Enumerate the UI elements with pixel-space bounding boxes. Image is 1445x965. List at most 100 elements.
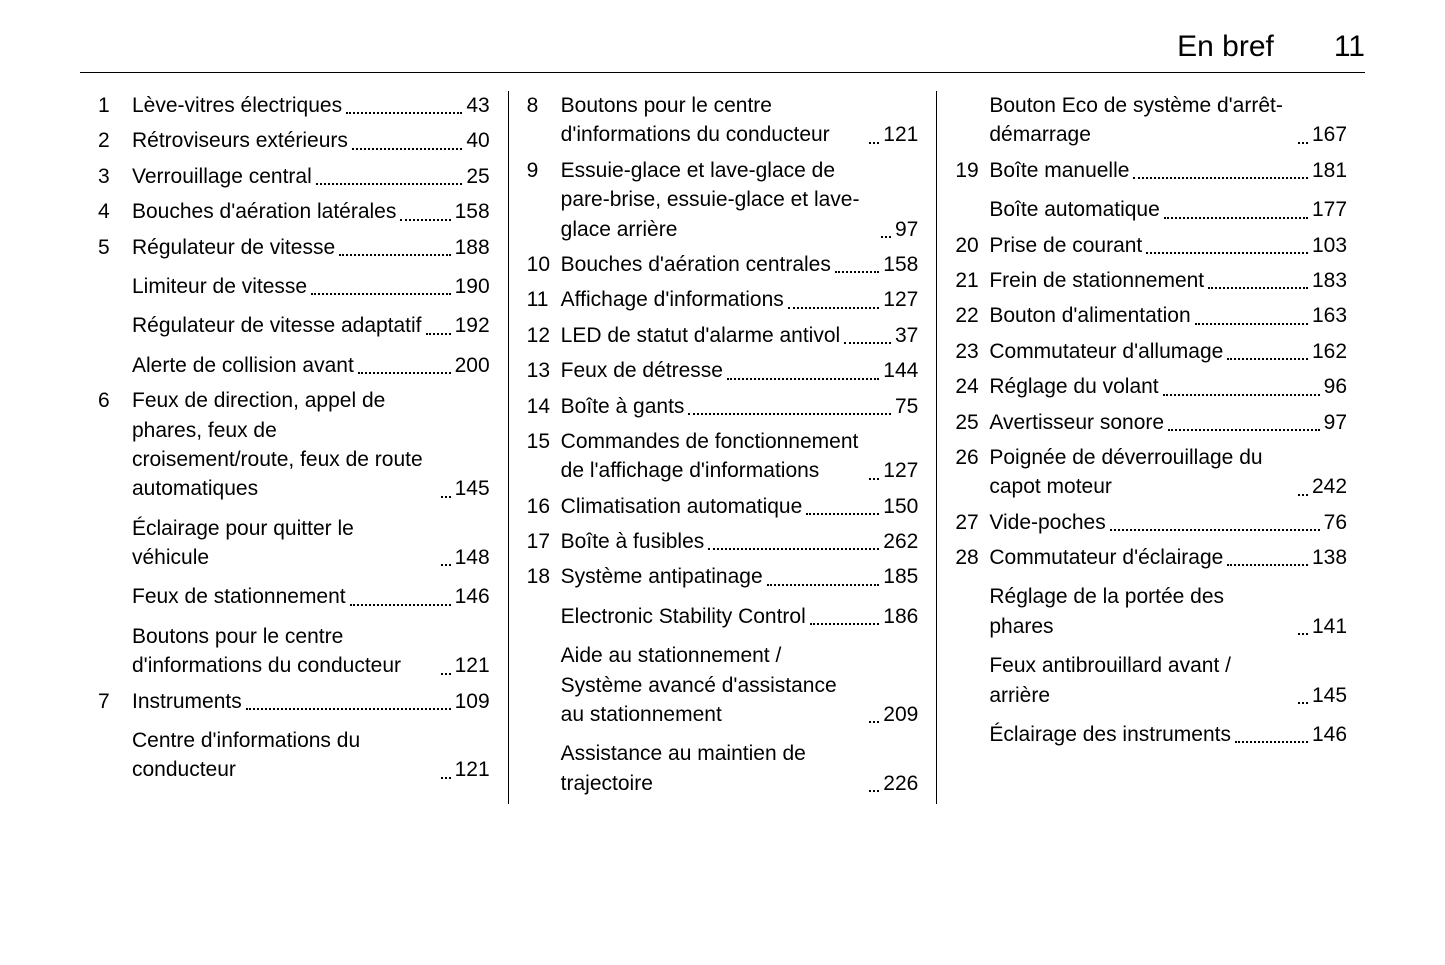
- toc-entry-line: Aide au stationnement / Système avancé d…: [561, 641, 919, 729]
- toc-entry-label: Verrouillage central: [132, 162, 312, 191]
- toc-entry-page: 127: [883, 285, 918, 314]
- toc-entry-label: Régulateur de vitesse adaptatif: [132, 311, 422, 340]
- toc-dots: [881, 236, 891, 238]
- toc-entry-number: 26: [955, 443, 989, 472]
- toc-entry-number: 2: [98, 126, 132, 155]
- toc-entry-number: 1: [98, 91, 132, 120]
- toc-entry-line: Feux antibrouillard avant / arrière145: [989, 651, 1347, 710]
- toc-entry-body: Réglage du volant96: [989, 372, 1347, 401]
- toc-dots: [1163, 394, 1320, 396]
- toc-entry-page: 37: [895, 321, 918, 350]
- toc-entry-label: Bouton d'alimentation: [989, 301, 1190, 330]
- toc-entry-page: 167: [1312, 120, 1347, 149]
- toc-entry-number: 9: [527, 156, 561, 185]
- page-header: En bref 11: [80, 30, 1365, 73]
- toc-entry-body: Essuie-glace et lave-glace de pare-brise…: [561, 156, 919, 244]
- toc-entry-page: 145: [1312, 681, 1347, 710]
- toc-entry: 13Feux de détresse144: [527, 356, 919, 385]
- toc-dots: [869, 721, 879, 723]
- toc-entry-label: Boutons pour le centre d'informations du…: [132, 622, 437, 681]
- toc-dots: [869, 142, 879, 144]
- toc-entry-page: 181: [1312, 156, 1347, 185]
- toc-entry-line: Boîte manuelle181: [989, 156, 1347, 185]
- toc-dots: [1235, 741, 1308, 743]
- toc-entry-number: 15: [527, 427, 561, 456]
- toc-entry-body: Affichage d'informations127: [561, 285, 919, 314]
- toc-entry-body: Bouton d'alimentation163: [989, 301, 1347, 330]
- toc-entry-number: 18: [527, 562, 561, 591]
- toc-entry-number: 24: [955, 372, 989, 401]
- toc-entry: 6Feux de direction, appel de phares, feu…: [98, 386, 490, 681]
- toc-entry-label: Climatisation automatique: [561, 492, 803, 521]
- toc-entry-number: 11: [527, 285, 561, 314]
- toc-entry-label: Feux de détresse: [561, 356, 723, 385]
- toc-entry-label: Limiteur de vitesse: [132, 272, 307, 301]
- toc-entry-label: Réglage de la portée des phares: [989, 582, 1294, 641]
- toc-entry-page: 109: [455, 687, 490, 716]
- toc-dots: [352, 148, 462, 150]
- toc-entry-page: 121: [455, 651, 490, 680]
- toc-dots: [869, 478, 879, 480]
- toc-entry: 25Avertisseur sonore97: [955, 408, 1347, 437]
- toc-entry: 14Boîte à gants75: [527, 392, 919, 421]
- toc-entry: 11Affichage d'informations127: [527, 285, 919, 314]
- toc-entry-page: 242: [1312, 472, 1347, 501]
- toc-entry: 7Instruments109Centre d'informations du …: [98, 687, 490, 785]
- toc-entry-body: Prise de courant103: [989, 231, 1347, 260]
- toc-entry-page: 96: [1324, 372, 1347, 401]
- toc-entry: 5Régulateur de vitesse188Limiteur de vit…: [98, 233, 490, 381]
- toc-entry-page: 162: [1312, 337, 1347, 366]
- toc-entry-page: 76: [1324, 508, 1347, 537]
- toc-entry-page: 144: [883, 356, 918, 385]
- toc-entry-label: Éclairage pour quitter le véhicule: [132, 514, 437, 573]
- toc-dots: [1298, 142, 1308, 144]
- toc-entry-label: Poignée de déverrouillage du capot moteu…: [989, 443, 1294, 502]
- toc-entry-body: Climatisation automatique150: [561, 492, 919, 521]
- toc-dots: [1133, 177, 1308, 179]
- toc-entry-line: Affichage d'informations127: [561, 285, 919, 314]
- toc-entry: 1Lève-vitres électriques43: [98, 91, 490, 120]
- toc-dots: [441, 496, 451, 498]
- toc-dots: [1195, 323, 1308, 325]
- toc-dots: [844, 342, 891, 344]
- toc-entry-label: Frein de stationnement: [989, 266, 1204, 295]
- toc-entry-label: LED de statut d'alarme antivol: [561, 321, 841, 350]
- toc-dots: [350, 604, 451, 606]
- toc-entry-page: 141: [1312, 612, 1347, 641]
- toc-entry-line: Verrouillage central25: [132, 162, 490, 191]
- toc-dots: [810, 623, 880, 625]
- toc-entry-page: 209: [883, 700, 918, 729]
- toc-entry: 12LED de statut d'alarme antivol37: [527, 321, 919, 350]
- toc-entry: 16Climatisation automatique150: [527, 492, 919, 521]
- toc-entry-line: Feux de direction, appel de phares, feux…: [132, 386, 490, 504]
- toc-entry-line: Lève-vitres électriques43: [132, 91, 490, 120]
- toc-entry-body: Vide-poches76: [989, 508, 1347, 537]
- toc-entry-number: 3: [98, 162, 132, 191]
- toc-entry-label: Bouches d'aération latérales: [132, 197, 396, 226]
- toc-entry-body: Boîte à gants75: [561, 392, 919, 421]
- toc-entry-page: 40: [466, 126, 489, 155]
- toc-entry-number: 10: [527, 250, 561, 279]
- toc-dots: [316, 183, 463, 185]
- toc-dots: [441, 777, 451, 779]
- toc-entry-line: Prise de courant103: [989, 231, 1347, 260]
- toc-entry-label: Centre d'informations du conducteur: [132, 726, 437, 785]
- toc-entry-line: Avertisseur sonore97: [989, 408, 1347, 437]
- toc-entry-number: 14: [527, 392, 561, 421]
- toc-entry-body: Feux de direction, appel de phares, feux…: [132, 386, 490, 681]
- toc-entry-number: 27: [955, 508, 989, 537]
- toc-entry-body: Instruments109Centre d'informations du c…: [132, 687, 490, 785]
- toc-entry-page: 177: [1312, 195, 1347, 224]
- toc-entry-page: 146: [1312, 720, 1347, 749]
- toc-entry-label: Régulateur de vitesse: [132, 233, 335, 262]
- toc-entry-line: Climatisation automatique150: [561, 492, 919, 521]
- toc-entry: 24Réglage du volant96: [955, 372, 1347, 401]
- header-title: En bref: [1177, 30, 1274, 64]
- toc-entry-line: Essuie-glace et lave-glace de pare-brise…: [561, 156, 919, 244]
- toc-entry: 28Commutateur d'éclairage138Réglage de l…: [955, 543, 1347, 749]
- toc-entry: 26Poignée de déverrouillage du capot mot…: [955, 443, 1347, 502]
- toc-entry-body: Verrouillage central25: [132, 162, 490, 191]
- toc-entry-line: Feux de détresse 144: [561, 356, 919, 385]
- toc-entry-label: Prise de courant: [989, 231, 1142, 260]
- toc-entry-body: Régulateur de vitesse188Limiteur de vite…: [132, 233, 490, 381]
